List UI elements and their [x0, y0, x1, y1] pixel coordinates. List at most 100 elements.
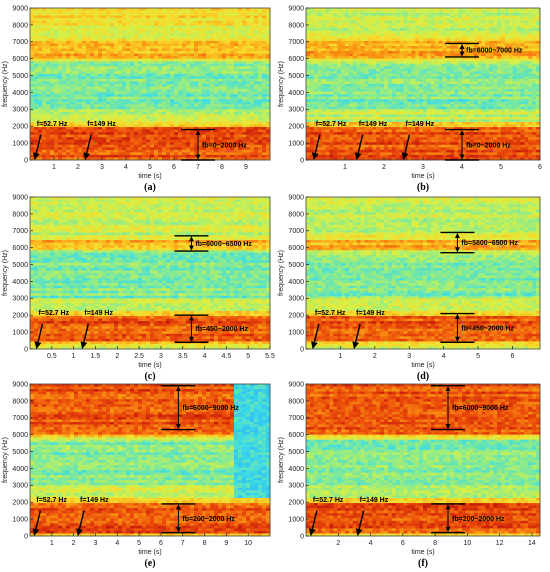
frequency-arrow-annotation: f=149 Hz [401, 121, 435, 160]
y-tick-label: 0 [24, 157, 28, 164]
x-tick-label: 1 [72, 353, 76, 360]
x-tick-label: 3 [407, 353, 411, 360]
band-range-annotation: fb=0~2000 Hz [445, 128, 511, 161]
frequency-arrow-annotation: f=149 Hz [352, 310, 385, 349]
y-tick-label: 7000 [288, 228, 304, 235]
x-tick-label: 9 [244, 164, 248, 171]
x-tick-label: 8 [203, 540, 207, 547]
panel-a: 0 1000 2000 3000 4000 5000 6000 7000 8000 9000 1 2 3… [2, 5, 271, 193]
x-tick-label: 4 [460, 164, 464, 171]
x-tick-label: 5 [137, 540, 141, 547]
x-tick-label: 4 [369, 540, 373, 547]
y-tick-label: 6000 [288, 245, 304, 252]
panel-b: 0 1000 2000 3000 4000 5000 6000 7000 8000 9000 1 2 3… [278, 5, 542, 193]
y-tick-label: 3000 [288, 296, 304, 303]
frequency-arrow-annotation: f=52.7 Hz [311, 121, 347, 160]
y-axis-label: frequency (Hz) [2, 61, 9, 107]
band-label: fb=450~2000 Hz [461, 325, 514, 332]
y-tick-label: 8000 [288, 22, 304, 29]
y-tick-label: 9000 [288, 194, 304, 201]
y-axis-label: frequency (Hz) [278, 437, 285, 483]
x-tick-label: 5 [499, 164, 503, 171]
y-tick-label: 3000 [288, 107, 304, 114]
frequency-label: f=149 Hz [356, 310, 385, 317]
y-tick-label: 5000 [12, 449, 28, 456]
y-tick-label: 5000 [12, 73, 28, 80]
spectrogram-cells [30, 8, 271, 161]
y-tick-label: 5000 [12, 262, 28, 269]
y-tick-label: 6000 [12, 245, 28, 252]
x-axis-label: time (s) [138, 362, 161, 369]
x-tick-label: 4 [115, 540, 119, 547]
plot-frame [305, 383, 541, 537]
y-tick-label: 4000 [12, 90, 28, 97]
panel-e: 0 1000 2000 3000 4000 5000 6000 7000 8000 9000 1 2 3… [2, 381, 271, 569]
x-tick-label: 2 [72, 540, 76, 547]
band-label: fb=0~2000 Hz [466, 142, 511, 149]
frequency-label: f=149 Hz [359, 121, 388, 128]
frequency-label: f=52.7 Hz [37, 121, 68, 128]
y-tick-label: 9000 [12, 381, 28, 388]
plot-frame [305, 196, 541, 350]
y-tick-label: 2000 [288, 313, 304, 320]
frequency-arrow-annotation: f=149 Hz [80, 310, 113, 349]
x-tick-label: 4 [442, 353, 446, 360]
frequency-label: f=149 Hz [80, 497, 109, 504]
y-tick-label: 7000 [12, 39, 28, 46]
frequency-arrow-annotation: f=52.7 Hz [308, 497, 344, 536]
x-tick-label: 2 [382, 164, 386, 171]
panel-label: (b) [417, 182, 429, 193]
x-tick-label: 2 [115, 353, 119, 360]
x-tick-label: 9 [224, 540, 228, 547]
frequency-label: f=52.7 Hz [36, 497, 67, 504]
band-label: fb=5800~6500 Hz [461, 240, 518, 247]
y-tick-label: 1000 [288, 517, 304, 524]
x-tick-label: 2 [76, 164, 80, 171]
band-range-annotation: fb=6000~9000 Hz [431, 384, 509, 431]
y-tick-label: 9000 [12, 5, 28, 12]
x-tick-label: 7 [181, 540, 185, 547]
band-label: fb=0~2000 Hz [202, 142, 247, 149]
panel-d: 0 1000 2000 3000 4000 5000 6000 7000 8000 9000 1 2 3… [278, 194, 541, 382]
band-range-annotation: fb=5800~6500 Hz [440, 231, 518, 254]
y-tick-label: 6000 [288, 56, 304, 63]
frequency-label: f=149 Hz [84, 310, 113, 317]
band-label: fb=6000~9000 Hz [182, 405, 239, 412]
y-tick-label: 0 [300, 346, 304, 353]
y-tick-label: 2000 [12, 313, 28, 320]
x-tick-label: 1 [338, 353, 342, 360]
y-tick-label: 7000 [288, 415, 304, 422]
spectrogram-cells [30, 197, 271, 350]
band-label: fb=6000~6500 Hz [195, 241, 252, 248]
frequency-arrow-annotation: f=52.7 Hz [310, 310, 346, 349]
spectrogram-cells [306, 197, 541, 350]
frequency-arrow-annotation: f=52.7 Hz [32, 121, 68, 160]
frequency-label: f=52.7 Hz [313, 497, 344, 504]
x-tick-label: 4 [124, 164, 128, 171]
plot-frame [29, 383, 271, 537]
x-tick-label: 6 [172, 164, 176, 171]
x-tick-label: 3 [159, 353, 163, 360]
y-tick-label: 4000 [12, 466, 28, 473]
panel-c: 0 1000 2000 3000 4000 5000 6000 7000 8000 9000 0.5… [2, 194, 275, 382]
x-tick-label: 5 [148, 164, 152, 171]
band-label: fb=450~2000 Hz [195, 326, 248, 333]
x-axis-label: time (s) [411, 362, 434, 369]
frequency-arrow-annotation: f=52.7 Hz [32, 497, 67, 536]
panel-label: (a) [144, 182, 156, 193]
panel-label: (e) [144, 558, 155, 569]
panel-label: (f) [418, 558, 428, 569]
y-tick-label: 6000 [12, 432, 28, 439]
x-tick-label: 14 [528, 540, 536, 547]
panel-label: (d) [417, 371, 429, 382]
x-tick-label: 2 [336, 540, 340, 547]
x-tick-label: 1 [50, 540, 54, 547]
y-tick-label: 8000 [288, 211, 304, 218]
x-tick-label: 10 [463, 540, 471, 547]
y-tick-label: 9000 [288, 381, 304, 388]
x-tick-label: 3 [100, 164, 104, 171]
y-axis-label: frequency (Hz) [278, 61, 285, 107]
band-label: fb=6000~9000 Hz [452, 405, 509, 412]
y-axis-label: frequency (Hz) [2, 250, 9, 296]
